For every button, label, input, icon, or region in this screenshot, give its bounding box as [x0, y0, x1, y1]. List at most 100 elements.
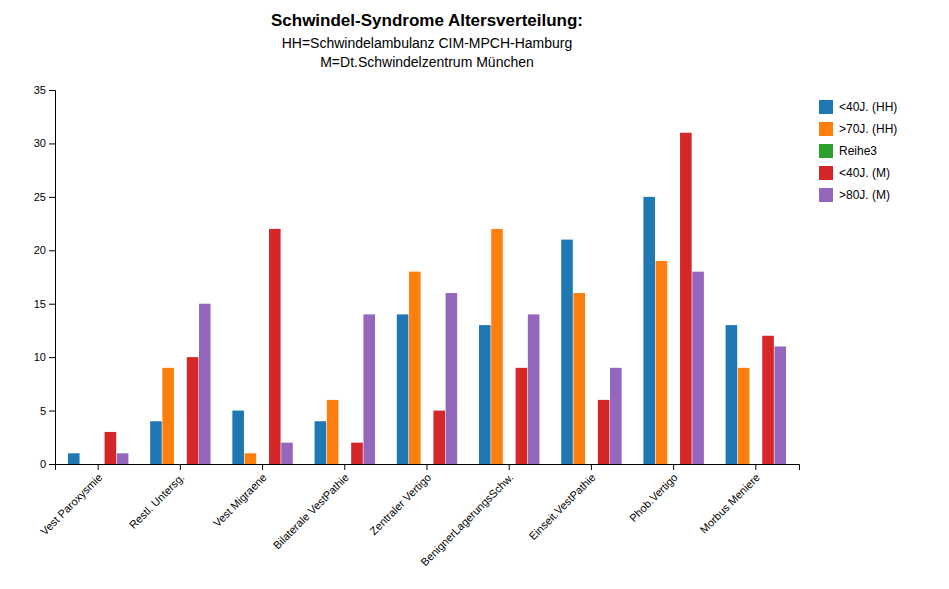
bar	[446, 293, 458, 464]
tick-label: Restl. Untersg.	[127, 471, 187, 531]
tick-label: 25	[34, 191, 46, 203]
tick: 30	[34, 137, 55, 149]
bar	[105, 432, 117, 464]
bar	[187, 357, 199, 464]
tick-label: Einseit.VestPathie	[526, 471, 597, 542]
bar	[409, 272, 421, 464]
x-axis: Vest Paroxysmie Restl. Untersg. Vest Migra…	[38, 464, 800, 568]
bar	[232, 411, 244, 464]
legend-item: <40J. (HH)	[819, 100, 897, 114]
tick: Vest Migraene	[211, 464, 269, 529]
bar	[573, 293, 585, 464]
tick-label: 15	[34, 298, 46, 310]
tick-label: BenignerLagerungsSchw.	[418, 471, 515, 568]
bar	[281, 443, 293, 464]
bar	[175, 464, 187, 465]
bar-series	[68, 197, 737, 464]
bar	[586, 464, 598, 465]
titles: Schwindel-Syndrome Altersverteilung: HH=S…	[271, 11, 583, 70]
bar	[491, 229, 503, 464]
tick: 25	[34, 191, 55, 203]
bar	[339, 464, 351, 465]
tick-label: Morbus Meniere	[697, 471, 762, 536]
bar	[257, 464, 269, 465]
tick-label: Vest Paroxysmie	[38, 471, 104, 537]
tick: 0	[40, 458, 55, 470]
tick: 35	[34, 84, 55, 96]
tick: Phob.Vertigo	[627, 464, 680, 524]
subtitle: M=Dt.Schwindelzentrum München	[320, 54, 534, 70]
tick-mark	[49, 250, 55, 251]
bars	[68, 133, 786, 464]
bar	[762, 336, 774, 464]
tick-label: 35	[34, 84, 46, 96]
bar	[199, 304, 211, 464]
bar	[327, 400, 339, 464]
tick: Zentraler Vertigo	[367, 464, 433, 537]
bar	[68, 453, 80, 464]
tick: Bilaterale VestPathie	[271, 464, 351, 551]
bar	[738, 368, 750, 464]
bar	[363, 314, 375, 464]
subtitle: HH=Schwindelambulanz CIM-MPCH-Hamburg	[282, 35, 573, 51]
tick: 10	[34, 351, 55, 363]
bar-series	[105, 133, 774, 464]
legend-label: <40J. (M)	[839, 166, 890, 180]
bar	[610, 368, 622, 464]
tick: Einseit.VestPathie	[526, 464, 597, 542]
bar	[774, 346, 786, 464]
tick: 5	[40, 405, 55, 417]
bar-series	[117, 272, 786, 464]
legend-label: >80J. (M)	[839, 188, 890, 202]
legend-swatch	[819, 188, 833, 202]
legend-swatch	[819, 144, 833, 158]
tick-mark	[49, 304, 55, 305]
bar	[643, 197, 655, 464]
bar	[680, 133, 692, 464]
legend-item: Reihe3	[819, 144, 877, 158]
chart: Schwindel-Syndrome Altersverteilung: HH=S…	[0, 0, 949, 589]
legend-swatch	[819, 122, 833, 136]
bar	[598, 400, 610, 464]
tick-label: Phob.Vertigo	[627, 471, 680, 524]
tick-label: 30	[34, 137, 46, 149]
tick-mark	[673, 464, 674, 470]
bar	[117, 453, 129, 464]
tick-mark	[427, 464, 428, 470]
bar-series	[162, 229, 749, 464]
legend-swatch	[819, 166, 833, 180]
tick-mark	[49, 90, 55, 91]
tick-mark	[755, 464, 756, 470]
bar	[692, 272, 704, 464]
legend-item: >70J. (HH)	[819, 122, 897, 136]
tick: 15	[34, 298, 55, 310]
title: Schwindel-Syndrome Altersverteilung:	[271, 11, 583, 30]
bar	[92, 464, 104, 465]
tick: Morbus Meniere	[697, 464, 762, 536]
bar	[162, 368, 174, 464]
bar	[80, 464, 92, 465]
tick: BenignerLagerungsSchw.	[418, 464, 515, 568]
bar	[479, 325, 491, 464]
bar	[397, 314, 409, 464]
bar	[503, 464, 515, 465]
tick-label: 5	[40, 405, 46, 417]
tick-label: Vest Migraene	[211, 471, 269, 529]
legend-item: >80J. (M)	[819, 188, 890, 202]
bar	[726, 325, 738, 464]
tick-mark	[262, 464, 263, 470]
axis-line	[49, 91, 56, 465]
bar	[421, 464, 433, 465]
legend-swatch	[819, 100, 833, 114]
tick-mark	[344, 464, 345, 470]
tick-mark	[49, 197, 55, 198]
tick: Vest Paroxysmie	[38, 464, 104, 537]
bar	[433, 411, 445, 464]
tick-mark	[98, 464, 99, 470]
bar	[561, 240, 573, 464]
bar	[668, 464, 680, 465]
bar	[245, 453, 257, 464]
legend: <40J. (HH) >70J. (HH) Reihe3 <40J. (M) >80J.…	[819, 100, 897, 202]
bar	[516, 368, 528, 464]
tick-label: 0	[40, 458, 46, 470]
